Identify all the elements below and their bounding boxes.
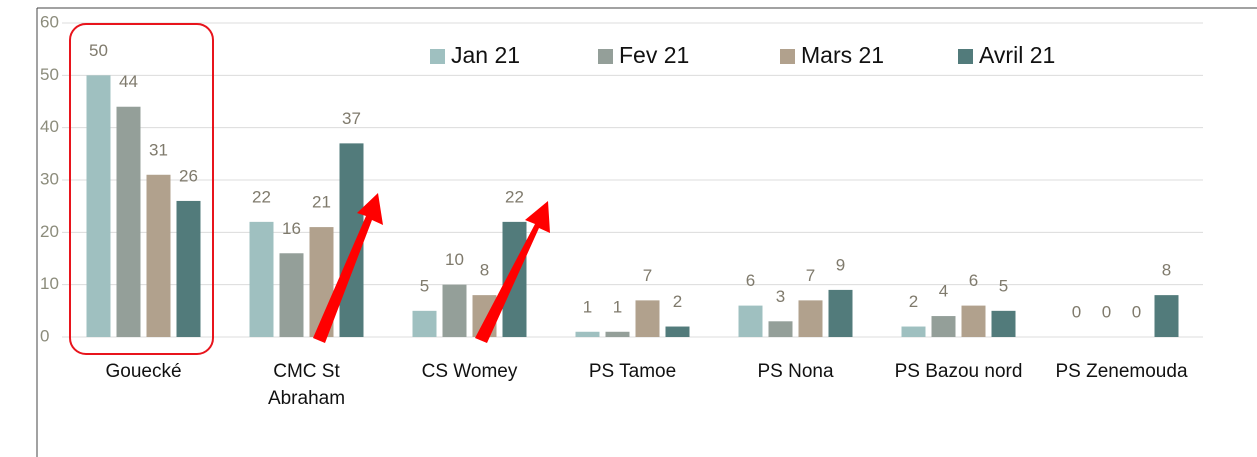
value-label: 37 [342, 109, 361, 128]
arrow [313, 193, 383, 343]
value-label: 31 [149, 140, 168, 159]
bar [146, 174, 171, 337]
y-tick-label: 40 [40, 117, 59, 136]
value-label: 1 [583, 297, 592, 316]
value-label: 44 [119, 72, 138, 91]
bar [412, 310, 437, 337]
legend-label: Fev 21 [619, 42, 689, 68]
y-tick-label: 0 [40, 326, 49, 345]
value-label: 2 [673, 292, 682, 311]
value-label: 2 [909, 292, 918, 311]
x-tick-label: PS Nona [757, 361, 833, 382]
bar [279, 253, 304, 337]
bar [828, 289, 853, 337]
value-label: 6 [969, 271, 978, 290]
arrows [313, 193, 550, 343]
y-tick-label: 30 [40, 169, 59, 188]
legend-label: Mars 21 [801, 42, 884, 68]
value-label: 50 [89, 41, 108, 60]
value-label: 5 [420, 276, 429, 295]
bar [768, 321, 793, 337]
value-label: 9 [836, 255, 845, 274]
bar [931, 316, 956, 337]
x-tick-label: PS Zenemouda [1055, 361, 1187, 382]
legend-swatch [780, 49, 795, 64]
x-tick-label: PS Bazou nord [895, 361, 1023, 382]
value-label: 7 [643, 266, 652, 285]
bar [575, 331, 600, 337]
bar [176, 200, 201, 337]
value-label: 8 [1162, 261, 1171, 280]
bar [665, 326, 690, 337]
value-label: 26 [179, 166, 198, 185]
bar [86, 75, 111, 337]
value-label: 22 [505, 187, 524, 206]
value-label: 6 [746, 271, 755, 290]
bar [249, 221, 274, 337]
value-label: 10 [445, 250, 464, 269]
value-label: 4 [939, 282, 948, 301]
legend-swatch [598, 49, 613, 64]
value-label: 1 [613, 297, 622, 316]
value-label: 5 [999, 276, 1008, 295]
legend-swatch [958, 49, 973, 64]
value-label: 0 [1132, 302, 1141, 321]
bar [605, 331, 630, 337]
y-tick-label: 10 [40, 274, 59, 293]
bar [635, 300, 660, 337]
x-tick-label: PS Tamoe [589, 361, 676, 382]
y-tick-label: 50 [40, 65, 59, 84]
bar [442, 284, 467, 337]
x-tick-label: CMC St Abraham [268, 361, 345, 409]
value-label: 22 [252, 187, 271, 206]
x-tick-label: CS Womey [422, 361, 518, 382]
legend-label: Jan 21 [451, 42, 520, 68]
value-label: 7 [806, 266, 815, 285]
bar [961, 305, 986, 337]
value-label: 0 [1102, 302, 1111, 321]
value-label: 21 [312, 193, 331, 212]
arrow [475, 201, 550, 343]
bar [798, 300, 823, 337]
bar [116, 106, 141, 337]
bar [991, 310, 1016, 337]
x-tick-label: Gouecké [105, 361, 181, 382]
legend-swatch [430, 49, 445, 64]
y-tick-label: 20 [40, 222, 59, 241]
bar [901, 326, 926, 337]
y-tick-label: 60 [40, 12, 59, 31]
legend-label: Avril 21 [979, 42, 1055, 68]
value-label: 0 [1072, 302, 1081, 321]
value-label: 8 [480, 261, 489, 280]
value-label: 16 [282, 219, 301, 238]
highlight-box [69, 23, 214, 355]
bar [738, 305, 763, 337]
value-label: 3 [776, 287, 785, 306]
bar [1154, 295, 1179, 337]
